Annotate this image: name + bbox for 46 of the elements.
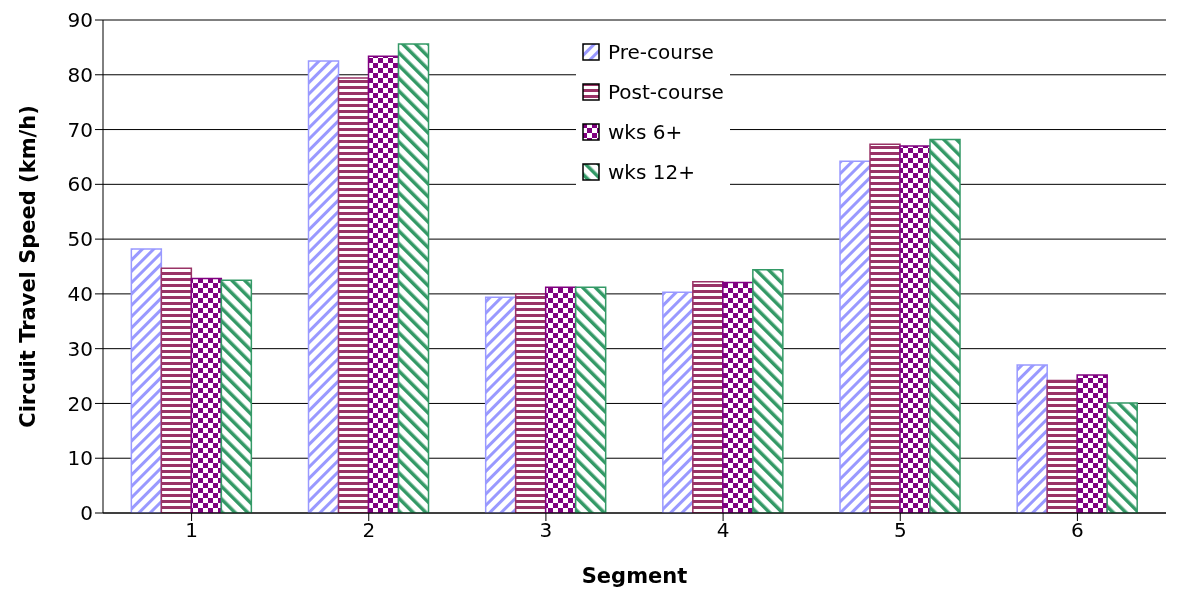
x-tick-label: 4 bbox=[716, 518, 730, 543]
bar bbox=[514, 293, 547, 513]
bar bbox=[899, 145, 931, 513]
bar bbox=[869, 143, 901, 513]
bar bbox=[130, 248, 163, 513]
bar bbox=[544, 286, 577, 513]
bar bbox=[1106, 402, 1138, 513]
x-tick-label: 3 bbox=[539, 518, 553, 543]
bar bbox=[397, 43, 430, 513]
y-tick-label: 40 bbox=[67, 281, 93, 306]
x-axis-title: Segment bbox=[581, 564, 688, 588]
x-tick-label: 5 bbox=[893, 518, 907, 543]
bar bbox=[929, 138, 961, 513]
y-tick-label: 50 bbox=[67, 227, 93, 252]
y-tick-label: 30 bbox=[67, 336, 93, 361]
x-tick-label: 6 bbox=[1071, 518, 1084, 543]
bar bbox=[190, 277, 223, 513]
x-tick-label: 2 bbox=[362, 518, 376, 543]
y-tick-label: 70 bbox=[67, 117, 93, 142]
bar bbox=[1016, 364, 1048, 513]
bar bbox=[752, 269, 784, 513]
legend-label: Post-course bbox=[608, 80, 724, 104]
bar bbox=[692, 281, 724, 513]
bar bbox=[722, 281, 754, 513]
y-tick-label: 60 bbox=[67, 172, 93, 197]
legend-label: Pre-course bbox=[608, 40, 714, 64]
bar bbox=[839, 160, 871, 513]
bar bbox=[220, 279, 253, 513]
bar bbox=[1046, 379, 1078, 513]
y-tick-label: 80 bbox=[67, 62, 93, 87]
bar bbox=[662, 291, 694, 513]
x-tick-label: 1 bbox=[185, 518, 198, 543]
y-tick-label: 0 bbox=[80, 501, 93, 526]
bar bbox=[574, 286, 607, 513]
bar bbox=[337, 77, 370, 513]
y-axis-title: Circuit Travel Speed (km/h) bbox=[16, 105, 41, 428]
bar bbox=[367, 55, 400, 513]
legend-label: wks 6+ bbox=[608, 120, 683, 144]
y-tick-label: 90 bbox=[67, 8, 93, 33]
y-tick-label: 10 bbox=[67, 446, 93, 471]
bar bbox=[307, 60, 340, 513]
bar bbox=[1076, 374, 1108, 513]
bar bbox=[484, 296, 517, 513]
legend-label: wks 12+ bbox=[608, 160, 695, 184]
y-tick-label: 20 bbox=[67, 391, 93, 416]
bar bbox=[160, 267, 193, 513]
